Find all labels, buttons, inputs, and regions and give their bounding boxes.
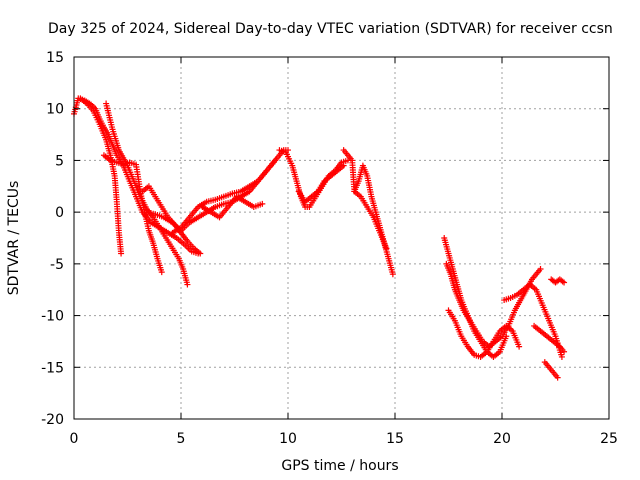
data-series-arc-8 [199,193,266,221]
y-tick-label: -15 [41,360,64,376]
axis-ticks [73,56,610,420]
data-point [561,279,568,286]
data-point [516,343,523,350]
x-axis-label: GPS time / hours [281,458,398,474]
data-series-arc-10 [295,162,347,205]
data-series-arc-2 [77,95,125,257]
x-tick-label: 5 [177,431,186,447]
grid [74,57,609,419]
y-axis-label: SDTVAR / TECUs [6,181,22,296]
data-series-arc-12 [351,188,390,252]
y-tick-label: 0 [55,205,64,221]
x-tick-label: 20 [493,431,511,447]
data-series-arc-19 [548,276,568,286]
data-series-arc-15 [445,307,523,360]
chart-title: Day 325 of 2024, Sidereal Day-to-day VTE… [48,21,613,37]
data-point [340,162,347,169]
x-axis-tick-labels: 0 5 10 15 20 25 [70,431,618,447]
y-tick-label: 15 [46,50,64,66]
y-tick-label: -10 [41,309,64,325]
data-point [272,157,279,164]
data-series [71,95,568,381]
x-tick-label: 25 [600,431,618,447]
x-tick-label: 15 [386,431,404,447]
x-tick-label: 10 [279,431,297,447]
data-point [561,348,568,355]
data-point [558,353,565,360]
data-series-arc-17 [531,322,568,355]
data-point [537,266,544,273]
data-series-arc-11 [340,147,396,278]
data-point [259,200,266,207]
y-tick-label: -20 [41,412,64,428]
data-point [197,250,204,257]
y-tick-label: -5 [50,257,64,273]
y-tick-label: 5 [55,153,64,169]
data-series-arc-7 [169,157,279,236]
y-axis-tick-labels: -20 -15 -10 -5 0 5 10 15 [41,50,64,428]
y-tick-label: 10 [46,102,64,118]
data-point [158,269,165,276]
plot-area [73,56,610,420]
data-point [383,245,390,252]
data-series-arc-18 [541,359,561,381]
data-point [389,271,396,278]
data-point [554,374,561,381]
x-tick-label: 0 [70,431,79,447]
data-point [184,281,191,288]
data-point [118,250,125,257]
